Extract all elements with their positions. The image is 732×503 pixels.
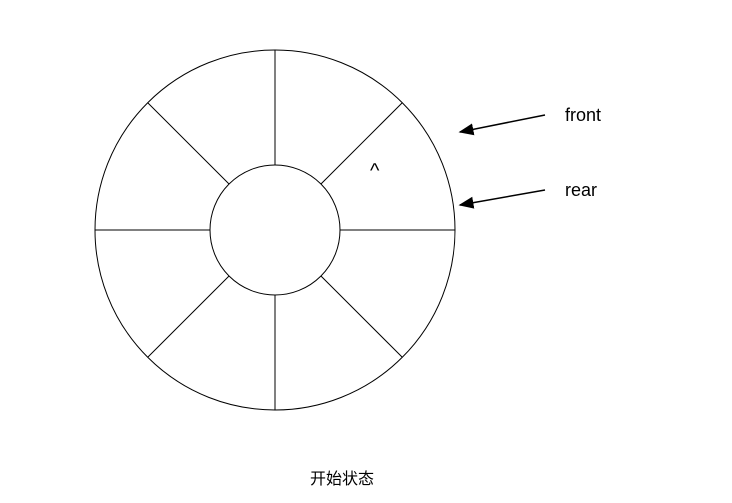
front-pointer-label: front <box>565 105 601 126</box>
diagram-caption: 开始状态 <box>310 465 374 489</box>
caret-mark: ^ <box>370 160 379 183</box>
diagram-stage: front rear ^ 开始状态 <box>0 0 732 503</box>
rear-pointer-label: rear <box>565 180 597 201</box>
pointer-arrows <box>0 0 732 503</box>
